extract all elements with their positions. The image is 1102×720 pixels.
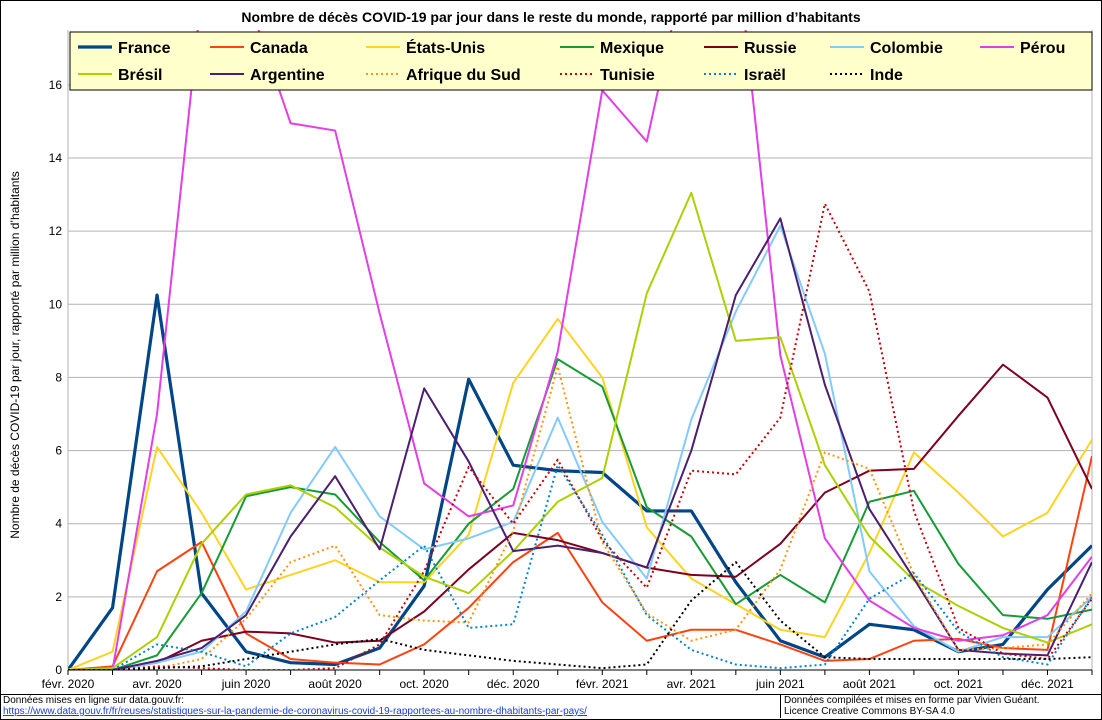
legend-label: Tunisie [600,67,655,84]
x-tick-label: août 2021 [843,677,897,691]
series-line-inde [68,561,1092,670]
series-group [68,30,1092,670]
legend-label: Pérou [1020,40,1065,57]
x-tick-label: déc. 2020 [487,677,540,691]
source-link[interactable]: https://www.data.gouv.fr/fr/reuses/stati… [3,706,587,717]
legend-label: Brésil [118,67,162,84]
y-tick-label: 0 [55,663,62,677]
footer-divider [0,694,1102,695]
series-line-p-rou [68,30,1092,670]
series-line-argentine [68,217,1092,670]
legend-label: Russie [744,40,797,57]
legend-label: Inde [870,67,903,84]
x-tick-label: oct. 2020 [399,677,449,691]
footer-separator [780,694,781,718]
y-tick-label: 14 [49,151,63,165]
line-chart: 0 2 4 6 8 10 12 14 16 févr. 2020 avr. 2020 juin 202… [8,30,1093,691]
x-tick-label: déc. 2021 [1021,677,1074,691]
y-tick-label: 6 [55,444,62,458]
chart-title: Nombre de décès COVID-19 par jour dans l… [241,9,861,25]
y-tick-label: 2 [55,590,62,604]
y-tick-label: 12 [49,224,63,238]
series-line-br-sil [68,191,1092,670]
series-line-mexique [68,358,1092,670]
y-tick-label: 8 [55,370,62,384]
y-tick-label: 10 [49,297,63,311]
legend-label: Mexique [600,40,664,57]
legend-label: Colombie [870,40,943,57]
footer-credit-license: Licence Creative Commons BY-SA 4.0 [784,706,955,717]
footer-credit-author: Données compilées et mises en forme par … [784,695,1040,706]
legend-label: États-Unis [406,38,485,57]
legend-label: Argentine [250,67,325,84]
x-tick-label: févr. 2021 [576,677,629,691]
x-tick-label: juin 2020 [221,677,271,691]
legend-label: Israël [744,67,786,84]
series-line-isra-l [68,464,1092,670]
x-tick-label: févr. 2020 [42,677,95,691]
legend-box [69,31,1093,91]
x-tick-label: avr. 2020 [132,677,182,691]
series-line-colombie [68,224,1092,670]
footer-credits: Données compilées et mises en forme par … [784,695,1099,717]
y-tick-label: 16 [49,78,63,92]
footer-source-text: Données mises en ligne sur data.gouv.fr: [3,695,185,706]
legend-label: Afrique du Sud [406,67,521,84]
legend-label: Canada [250,40,308,57]
x-tick-label: août 2020 [308,677,362,691]
series-line-tunisie [68,202,1092,670]
y-axis-label: Nombre de décès COVID-19 par jour, rappo… [8,171,22,539]
series-line-canada [68,455,1092,670]
x-tick-label: juin 2021 [755,677,805,691]
series-line-russie [68,363,1092,670]
x-tick-label: oct. 2021 [934,677,984,691]
series-line-france [68,293,1092,670]
legend-label: France [118,40,171,57]
x-tick-label: avr. 2021 [667,677,717,691]
footer-source: Données mises en ligne sur data.gouv.fr:… [3,695,778,717]
series-line-afrique-du-sud [68,365,1092,670]
y-tick-label: 4 [55,517,62,531]
